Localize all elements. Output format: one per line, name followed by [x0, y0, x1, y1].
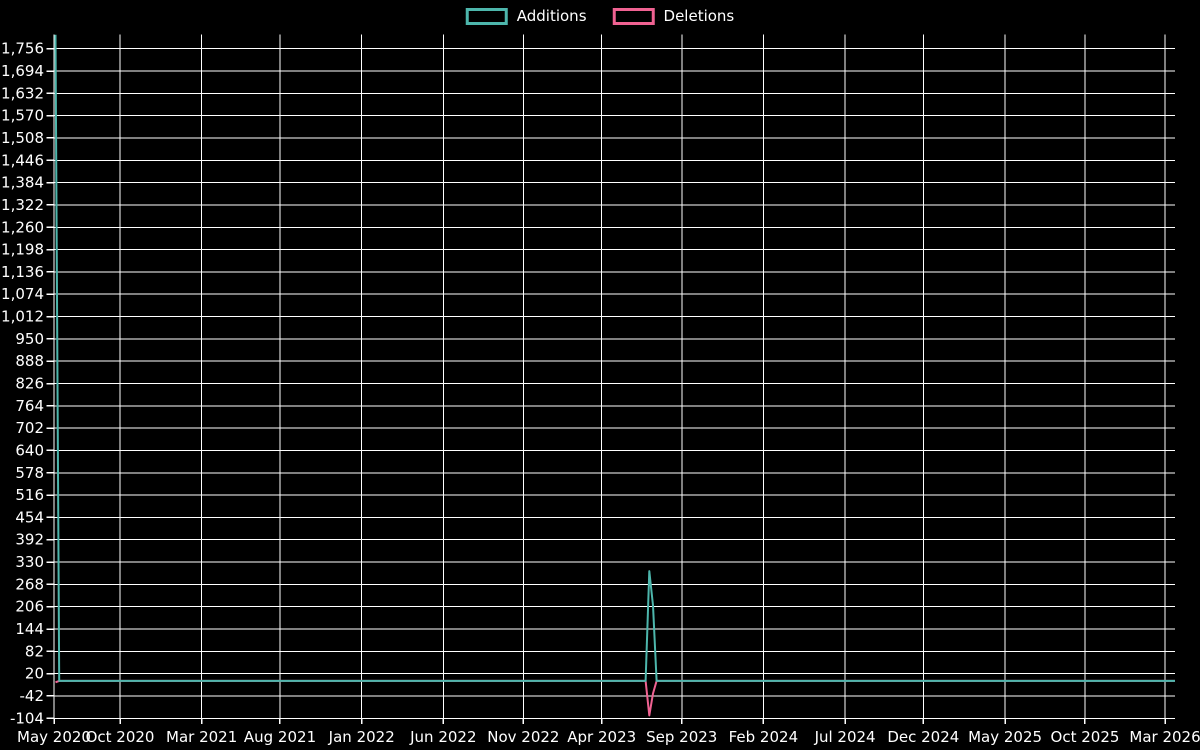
y-tick-label: 826: [15, 375, 44, 393]
y-tick-label: 1,136: [1, 263, 44, 281]
y-tick-label: 144: [15, 620, 44, 638]
x-tick-label: Oct 2025: [1051, 728, 1120, 746]
x-tick-label: Sep 2023: [646, 728, 717, 746]
x-tick-label: May 2025: [968, 728, 1042, 746]
y-tick-label: -104: [10, 709, 44, 727]
legend-item-deletions[interactable]: Deletions: [612, 7, 735, 25]
x-tick-label: Aug 2021: [244, 728, 316, 746]
y-tick-label: 1,632: [1, 84, 44, 102]
y-tick-label: 764: [15, 397, 44, 415]
y-tick-label: 702: [15, 419, 44, 437]
y-tick-label: 454: [15, 508, 44, 526]
y-tick-label: 640: [15, 441, 44, 459]
x-tick-label: Oct 2020: [86, 728, 155, 746]
x-tick-label: Jul 2024: [814, 728, 876, 746]
deletions-swatch-icon: [612, 7, 655, 25]
y-tick-label: 1,570: [1, 107, 44, 125]
y-tick-label: 330: [15, 553, 44, 571]
series-line-additions: [54, 34, 1175, 682]
series-line-deletions: [55, 679, 1175, 717]
x-tick-label: Jan 2022: [328, 728, 395, 746]
y-tick-label: 1,012: [1, 308, 44, 326]
y-tick-label: 1,384: [1, 174, 44, 192]
x-tick-label: Feb 2024: [729, 728, 799, 746]
x-tick-label: Mar 2026: [1129, 728, 1200, 746]
y-tick-label: 1,508: [1, 129, 44, 147]
chart-legend: Additions Deletions: [465, 7, 735, 25]
y-tick-label: 1,260: [1, 218, 44, 236]
x-tick-label: Jun 2022: [409, 728, 476, 746]
y-tick-label: 1,074: [1, 285, 44, 303]
y-tick-label: -42: [20, 687, 45, 705]
y-tick-label: 82: [25, 642, 44, 660]
legend-label-additions: Additions: [516, 7, 587, 25]
legend-item-additions[interactable]: Additions: [465, 7, 587, 25]
y-tick-label: 950: [15, 330, 44, 348]
x-tick-label: Dec 2024: [887, 728, 959, 746]
legend-label-deletions: Deletions: [663, 7, 735, 25]
y-tick-label: 1,694: [1, 62, 44, 80]
y-tick-label: 1,322: [1, 196, 44, 214]
y-tick-label: 516: [15, 486, 44, 504]
x-tick-label: May 2020: [17, 728, 91, 746]
x-tick-label: Nov 2022: [487, 728, 559, 746]
y-tick-label: 578: [15, 464, 44, 482]
y-tick-label: 206: [15, 598, 44, 616]
y-tick-label: 20: [25, 665, 44, 683]
y-tick-label: 1,198: [1, 241, 44, 259]
y-tick-label: 392: [15, 531, 44, 549]
additions-swatch-icon: [465, 7, 508, 25]
y-tick-label: 268: [15, 575, 44, 593]
x-tick-label: Apr 2023: [567, 728, 636, 746]
y-tick-label: 1,446: [1, 151, 44, 169]
x-tick-label: Mar 2021: [166, 728, 237, 746]
y-tick-label: 1,756: [1, 40, 44, 58]
y-tick-label: 888: [15, 352, 44, 370]
